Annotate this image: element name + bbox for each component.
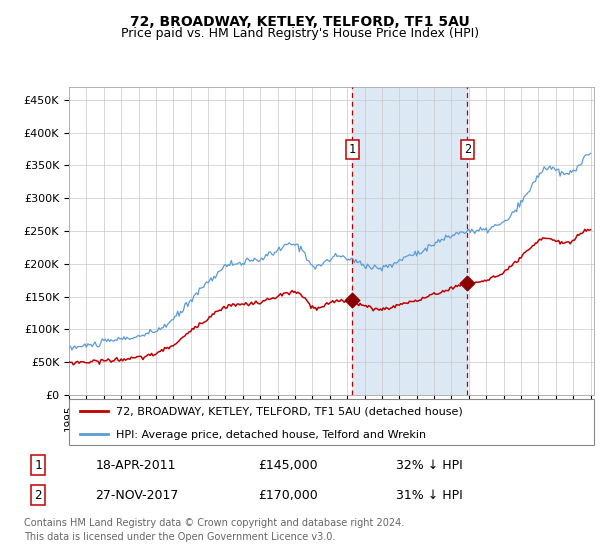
Text: 1: 1 [349, 143, 356, 156]
Text: 72, BROADWAY, KETLEY, TELFORD, TF1 5AU: 72, BROADWAY, KETLEY, TELFORD, TF1 5AU [130, 15, 470, 29]
Text: 18-APR-2011: 18-APR-2011 [95, 459, 176, 472]
Text: 31% ↓ HPI: 31% ↓ HPI [396, 489, 463, 502]
Text: 72, BROADWAY, KETLEY, TELFORD, TF1 5AU (detached house): 72, BROADWAY, KETLEY, TELFORD, TF1 5AU (… [116, 407, 463, 417]
Bar [352, 87, 467, 395]
FancyBboxPatch shape [69, 399, 594, 445]
Text: 32% ↓ HPI: 32% ↓ HPI [396, 459, 463, 472]
Text: £170,000: £170,000 [259, 489, 319, 502]
Text: Contains HM Land Registry data © Crown copyright and database right 2024.
This d: Contains HM Land Registry data © Crown c… [24, 518, 404, 542]
Point [463, 279, 472, 288]
Text: 2: 2 [34, 489, 42, 502]
Text: Price paid vs. HM Land Registry's House Price Index (HPI): Price paid vs. HM Land Registry's House … [121, 27, 479, 40]
Text: HPI: Average price, detached house, Telford and Wrekin: HPI: Average price, detached house, Telf… [116, 430, 427, 440]
Text: 2: 2 [464, 143, 471, 156]
Text: 27-NOV-2017: 27-NOV-2017 [95, 489, 179, 502]
Text: £145,000: £145,000 [259, 459, 318, 472]
Point [347, 295, 357, 304]
Text: 1: 1 [34, 459, 42, 472]
